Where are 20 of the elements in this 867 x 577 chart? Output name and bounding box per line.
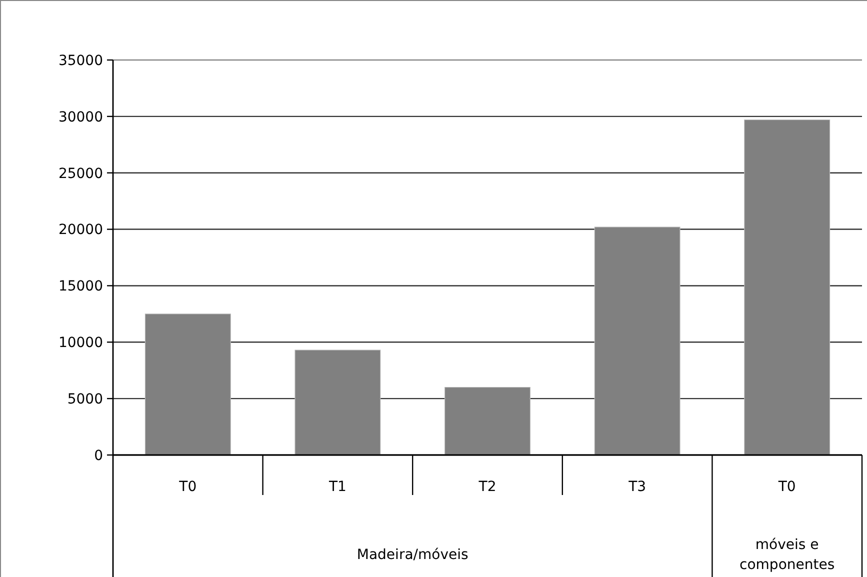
- bar: [294, 350, 381, 456]
- bar: [594, 226, 680, 456]
- y-tick-label: 20000: [58, 222, 103, 238]
- y-tick-label: 15000: [58, 278, 103, 295]
- y-tick-label: 5000: [67, 391, 103, 408]
- y-tick-label: 10000: [58, 335, 103, 352]
- x-tick-label: T0: [777, 479, 796, 495]
- x-tick-label: T3: [628, 479, 646, 495]
- x-tick-label: T0: [178, 479, 197, 495]
- y-tick-label: 0: [94, 448, 103, 464]
- text: móveis e componentes: [740, 537, 835, 573]
- y-tick-label: 30000: [58, 109, 103, 126]
- x-tick-label: T2: [478, 479, 496, 495]
- bar: [444, 386, 530, 456]
- y-tick-label: 35000: [58, 52, 103, 69]
- bar: [744, 120, 830, 456]
- bar: [144, 314, 231, 456]
- text: Madeira/móveis: [356, 547, 468, 563]
- y-tick-label: 25000: [58, 166, 103, 182]
- x-tick-label: T1: [328, 479, 346, 495]
